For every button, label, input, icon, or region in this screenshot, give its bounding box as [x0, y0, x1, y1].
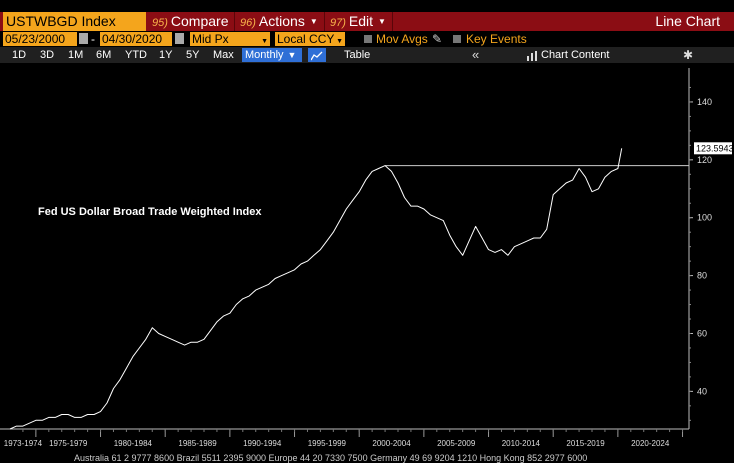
- frequency-select[interactable]: Monthly ▼: [242, 48, 302, 62]
- range-1m-button[interactable]: 1M: [68, 49, 84, 61]
- actions-button[interactable]: 96) Actions ▼: [240, 12, 318, 31]
- y-tick-label: 140: [697, 97, 712, 107]
- range-toolbar: [0, 47, 734, 63]
- currency-select[interactable]: Local CCY ▼: [275, 32, 345, 46]
- chevron-down-icon: ▼: [287, 50, 297, 60]
- last-value-label: 123.5943: [694, 142, 734, 155]
- range-5y-button[interactable]: 5Y: [186, 49, 200, 61]
- actions-label: Actions: [258, 13, 305, 29]
- key-events-label: Key Events: [466, 32, 527, 46]
- y-tick-label: 100: [697, 213, 712, 223]
- chevron-down-icon: ▼: [336, 38, 343, 45]
- edit-number: 97): [330, 17, 346, 29]
- date-range-dash: -: [91, 32, 95, 46]
- line-chart-icon[interactable]: [308, 48, 326, 62]
- menu-separator: [324, 12, 325, 31]
- actions-number: 96): [240, 17, 256, 29]
- ticker-field[interactable]: USTWBGD Index: [3, 12, 146, 31]
- y-tick-label: 120: [697, 155, 712, 165]
- top-function-bar: [0, 12, 734, 31]
- range-1d-button[interactable]: 1D: [12, 49, 27, 61]
- footer-contacts: Australia 61 2 9777 8600 Brazil 5511 239…: [74, 453, 588, 463]
- edit-dropdown-icon: ▼: [378, 17, 386, 26]
- chart-type-title: Line Chart: [655, 13, 720, 29]
- range-1y-button[interactable]: 1Y: [159, 49, 173, 61]
- edit-button[interactable]: 97) Edit ▼: [330, 12, 386, 31]
- price-type-value: Mid Px: [192, 32, 229, 46]
- x-tick-label: 1985-1989: [178, 439, 217, 448]
- actions-dropdown-icon: ▼: [309, 17, 318, 26]
- x-tick-label: 1980-1984: [114, 439, 153, 448]
- start-date-input[interactable]: 05/23/2000: [3, 32, 77, 46]
- calendar-icon[interactable]: [175, 33, 184, 44]
- mov-avgs-label: Mov Avgs: [376, 32, 428, 46]
- end-date-input[interactable]: 04/30/2020: [100, 32, 172, 46]
- menu-separator: [234, 12, 235, 31]
- x-tick-label: 2000-2004: [372, 439, 411, 448]
- x-tick-label: 1990-1994: [243, 439, 282, 448]
- series-line: [9, 148, 623, 430]
- compare-label: Compare: [170, 13, 229, 29]
- edit-label: Edit: [348, 13, 374, 29]
- compare-button[interactable]: 95) Compare: [152, 12, 229, 31]
- collapse-left-icon[interactable]: «: [472, 47, 480, 62]
- mov-avgs-checkbox[interactable]: [364, 35, 372, 43]
- range-max-button[interactable]: Max: [213, 49, 234, 61]
- table-button[interactable]: Table: [344, 49, 371, 61]
- pencil-icon[interactable]: ✎: [432, 32, 443, 46]
- line-chart: Fed US Dollar Broad Trade Weighted Index…: [0, 68, 734, 448]
- y-axis: 40 60 80 100 120 140: [688, 68, 712, 429]
- compare-number: 95): [152, 17, 168, 29]
- gear-icon[interactable]: ✱: [683, 48, 694, 62]
- price-type-select[interactable]: Mid Px ▼: [190, 32, 270, 46]
- chevron-down-icon: ▼: [261, 38, 268, 45]
- calendar-icon[interactable]: [79, 33, 88, 44]
- x-tick-label: 1975-1979: [49, 439, 88, 448]
- last-value-box: [694, 142, 732, 155]
- range-6m-button[interactable]: 6M: [96, 49, 112, 61]
- x-tick-label: 1995-1999: [308, 439, 347, 448]
- y-tick-label: 60: [697, 328, 707, 338]
- x-tick-label: 2015-2019: [566, 439, 605, 448]
- frequency-value: Monthly: [245, 49, 284, 61]
- x-axis: 1973-1974 1975-1979 1980-1984 1985-1989 1990…: [0, 428, 689, 448]
- chart-content-button[interactable]: Chart Content: [541, 49, 610, 61]
- x-tick-label: 2005-2009: [437, 439, 476, 448]
- x-tick-label: 1973-1974: [4, 439, 43, 448]
- menu-separator: [392, 12, 393, 31]
- chart-content-icon[interactable]: [527, 47, 537, 63]
- x-tick-label: 2020-2024: [631, 439, 670, 448]
- y-tick-label: 80: [697, 271, 707, 281]
- range-ytd-button[interactable]: YTD: [125, 49, 147, 61]
- range-3d-button[interactable]: 3D: [40, 49, 55, 61]
- y-tick-label: 40: [697, 386, 707, 396]
- last-value-text: 123.5943: [696, 143, 734, 153]
- currency-value: Local CCY: [277, 32, 335, 46]
- chart-title: Fed US Dollar Broad Trade Weighted Index: [38, 206, 262, 218]
- x-tick-label: 2010-2014: [502, 439, 541, 448]
- key-events-checkbox[interactable]: [453, 35, 461, 43]
- series-group: [9, 148, 623, 430]
